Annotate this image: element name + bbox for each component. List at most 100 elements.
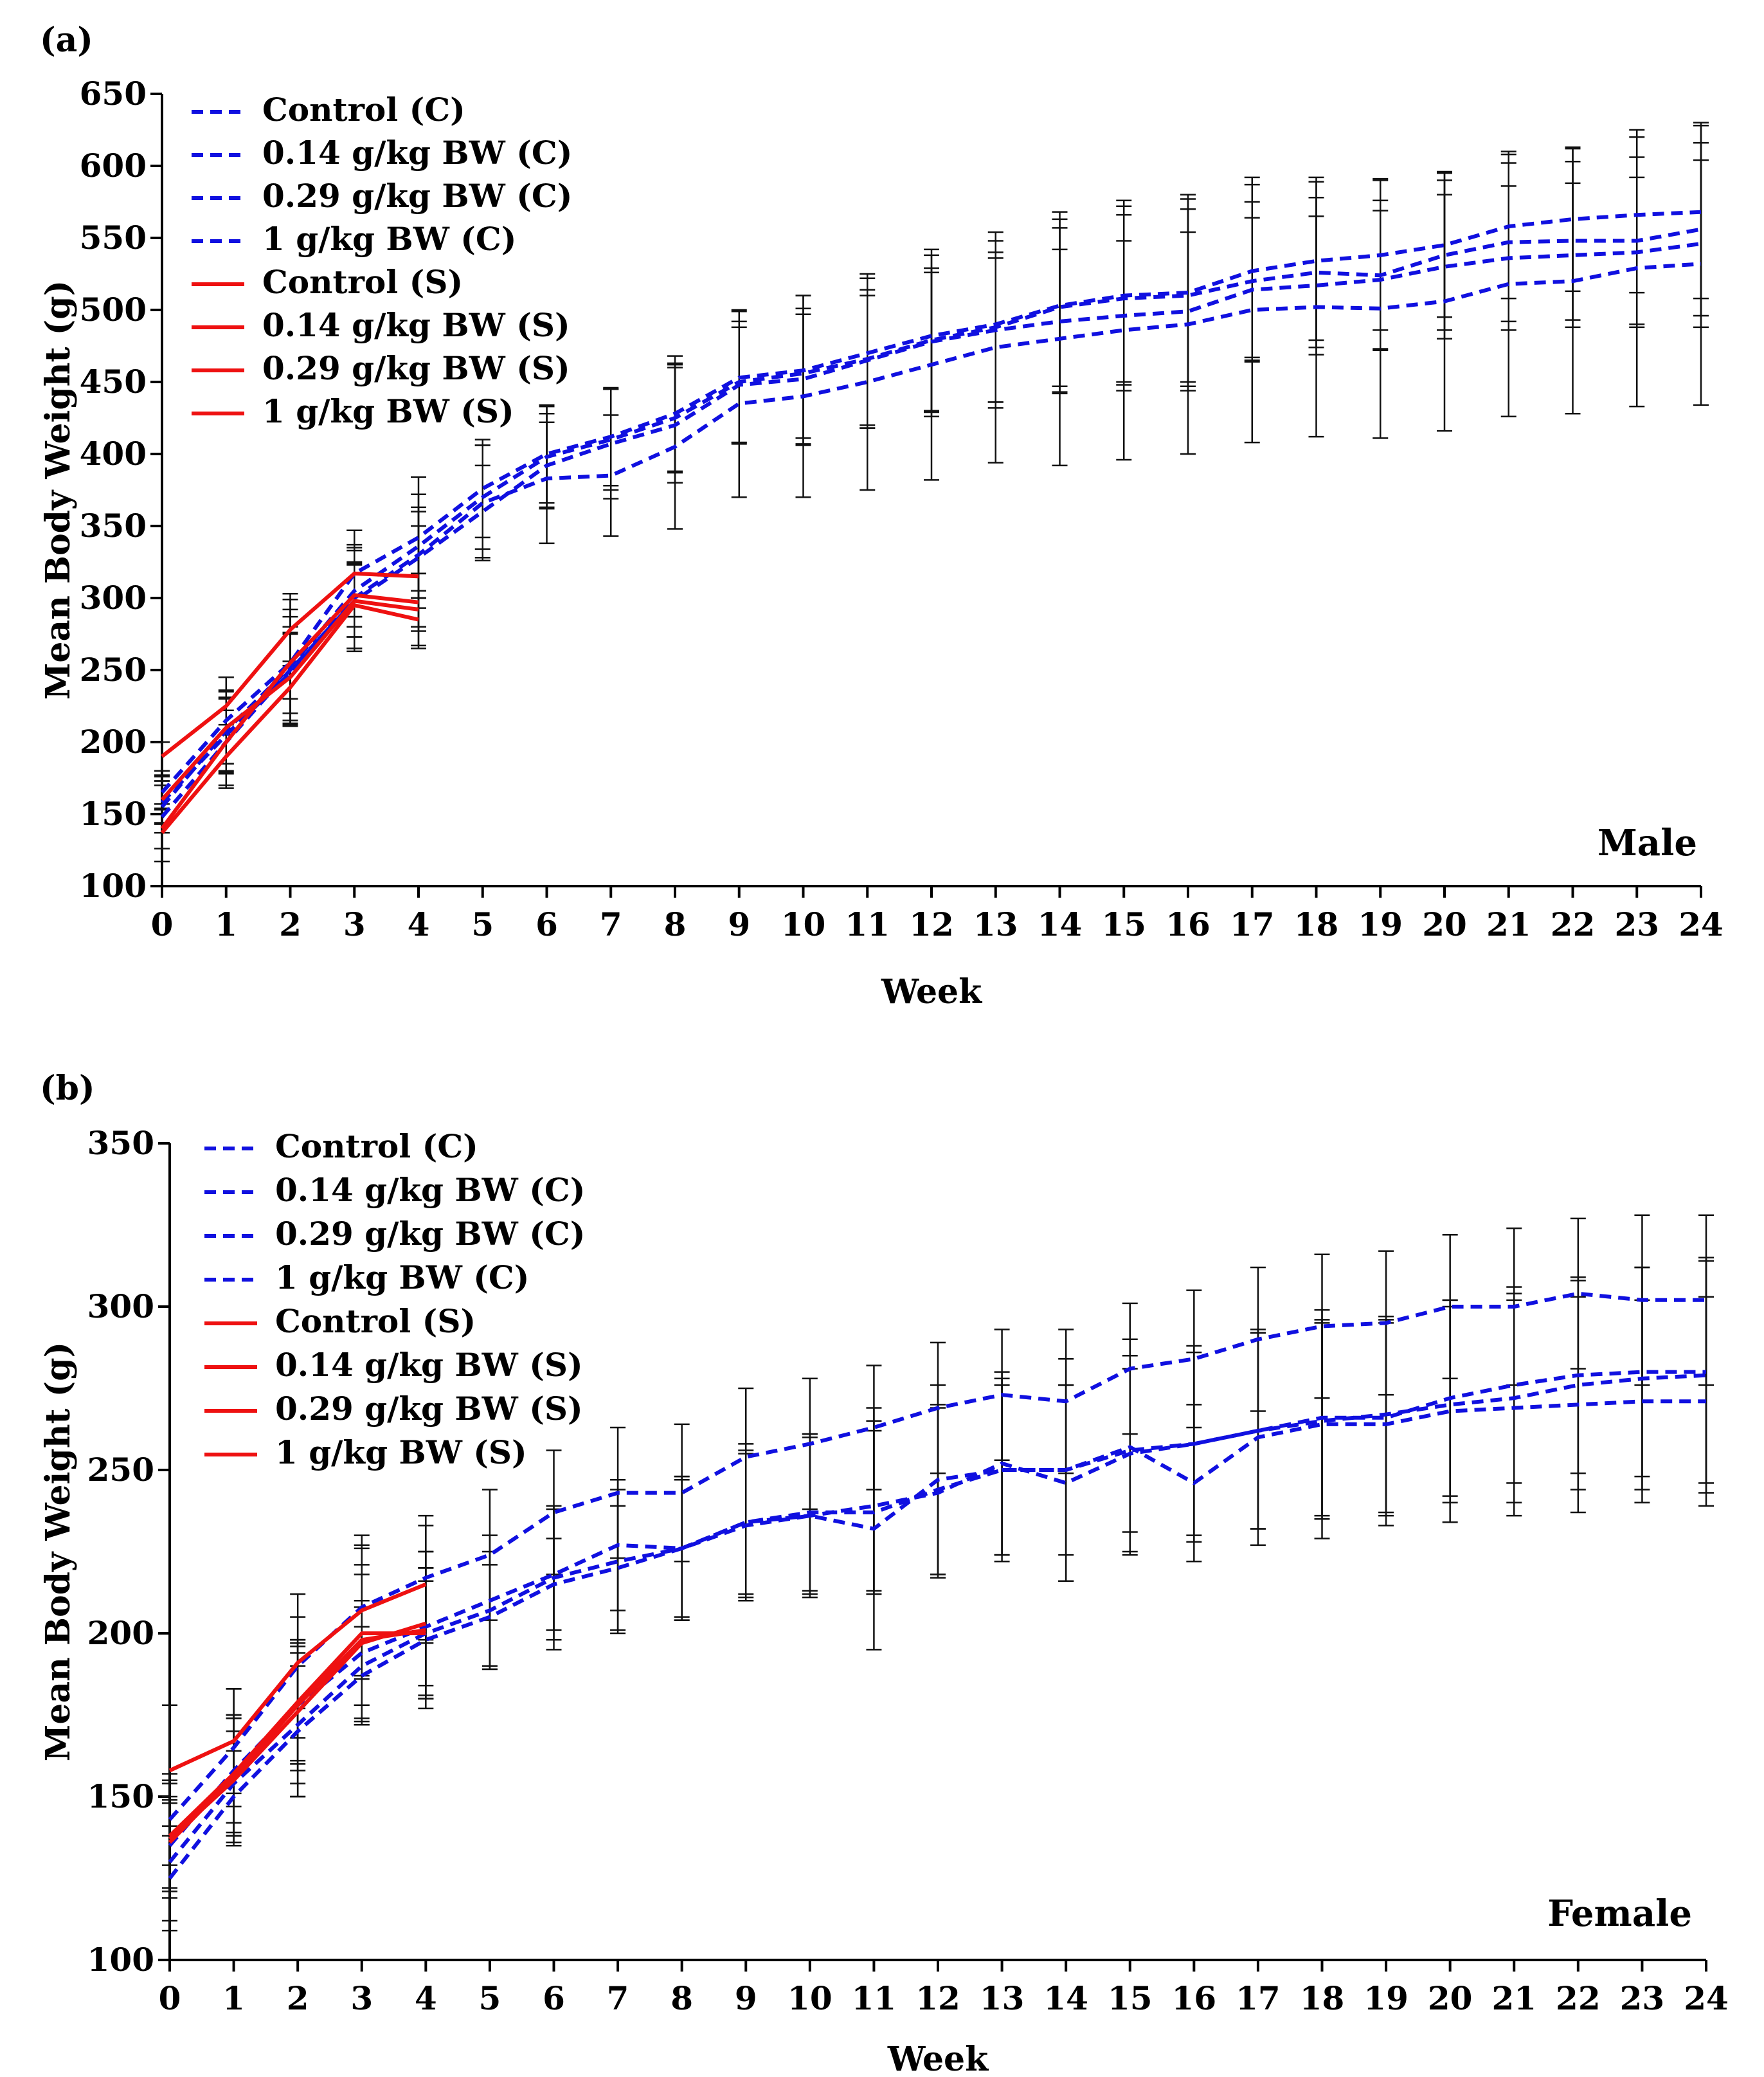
legend-label: 1 g/kg BW (S) (275, 1433, 527, 1471)
legend-label: 1 g/kg BW (C) (262, 220, 516, 258)
legend-label: Control (C) (262, 91, 465, 129)
y-tick-label: 150 (80, 795, 147, 833)
legend-label: Control (C) (275, 1127, 478, 1165)
legend: Control (C) 0.14 g/kg BW (C) 0.29 g/kg BW … (192, 91, 572, 430)
series-line-7 (168, 1628, 426, 1844)
y-tick-label: 150 (87, 1777, 154, 1815)
x-tick-label: 14 (1038, 905, 1083, 943)
x-tick-label: 12 (915, 1979, 960, 2017)
x-tick-label: 17 (1236, 1979, 1281, 2017)
x-tick-label: 13 (973, 905, 1018, 943)
legend-label: 0.14 g/kg BW (S) (262, 306, 570, 344)
y-tick-label: 600 (80, 147, 147, 185)
series-line-7 (160, 599, 419, 801)
x-tick-label: 8 (670, 1979, 693, 2017)
series-line-3 (168, 1370, 1706, 1847)
series-line-1 (168, 1399, 1706, 1880)
x-tick-label: 3 (343, 905, 366, 943)
x-tick-label: 4 (415, 1979, 437, 2017)
legend-label: Control (S) (275, 1302, 476, 1340)
x-tick-label: 5 (479, 1979, 501, 2017)
y-tick-label: 200 (80, 723, 147, 761)
x-tick-label: 16 (1166, 905, 1210, 943)
x-tick-label: 7 (600, 905, 622, 943)
legend-label: 0.29 g/kg BW (S) (262, 349, 570, 387)
legend-label: 0.29 g/kg BW (C) (275, 1215, 585, 1253)
series-line-4 (168, 1583, 427, 1773)
series-line-6 (160, 603, 419, 835)
x-tick-label: 1 (222, 1979, 245, 2017)
x-tick-label: 12 (909, 905, 954, 943)
x-tick-label: 10 (788, 1979, 833, 2017)
x-tick-label: 16 (1172, 1979, 1217, 2017)
series-line-2 (160, 242, 1702, 819)
y-tick-label: 100 (80, 867, 147, 905)
y-tick-label: 500 (80, 291, 147, 329)
x-tick-label: 10 (781, 905, 826, 943)
x-tick-label: 15 (1101, 905, 1146, 943)
y-tick-label: 550 (80, 219, 147, 257)
x-tick-label: 21 (1491, 1979, 1536, 2017)
series-line-1 (160, 262, 1702, 804)
x-tick-label: 17 (1230, 905, 1275, 943)
y-tick-label: 450 (80, 363, 147, 401)
legend-label: 0.14 g/kg BW (C) (262, 134, 572, 172)
x-tick-label: 5 (471, 905, 494, 943)
x-axis-title: Week (881, 972, 982, 1011)
x-tick-label: 22 (1556, 1979, 1601, 2017)
x-tick-label: 24 (1684, 1979, 1729, 2017)
y-tick-label: 350 (87, 1124, 154, 1162)
x-tick-label: 19 (1358, 905, 1403, 943)
y-tick-label: 300 (80, 579, 147, 617)
x-tick-label: 21 (1486, 905, 1531, 943)
y-tick-label: 250 (87, 1451, 154, 1489)
x-tick-label: 20 (1428, 1979, 1473, 2017)
x-tick-label: 13 (980, 1979, 1025, 2017)
x-tick-label: 9 (728, 905, 750, 943)
legend-label: 1 g/kg BW (S) (262, 392, 514, 430)
series-line-0 (160, 210, 1702, 794)
x-tick-label: 9 (735, 1979, 757, 2017)
x-tick-label: 11 (845, 905, 890, 943)
x-tick-label: 23 (1620, 1979, 1665, 2017)
y-tick-label: 400 (80, 435, 147, 473)
x-tick-label: 24 (1679, 905, 1724, 943)
y-tick-label: 100 (87, 1941, 154, 1979)
y-axis-title: Mean Body Weight (g) (39, 280, 78, 700)
x-tick-label: 18 (1294, 905, 1339, 943)
y-axis-title: Mean Body Weight (g) (39, 1342, 78, 1761)
x-tick-label: 0 (151, 905, 174, 943)
x-axis-title: Week (887, 2040, 989, 2077)
x-tick-label: 11 (852, 1979, 897, 2017)
y-tick-label: 200 (87, 1614, 154, 1652)
legend-label: 1 g/kg BW (C) (275, 1258, 529, 1296)
x-tick-label: 7 (607, 1979, 629, 2017)
sex-label: Male (1598, 822, 1697, 864)
y-tick-label: 350 (80, 507, 147, 545)
legend-label: 0.14 g/kg BW (S) (275, 1346, 583, 1384)
sex-label: Female (1547, 1892, 1692, 1935)
legend-label: 0.29 g/kg BW (S) (275, 1390, 583, 1428)
x-tick-label: 8 (664, 905, 687, 943)
series-line-5 (168, 1631, 426, 1838)
y-tick-label: 250 (80, 651, 147, 689)
series-line-5 (160, 593, 419, 830)
x-tick-label: 1 (215, 905, 237, 943)
x-tick-label: 6 (543, 1979, 565, 2017)
legend-label: 0.14 g/kg BW (C) (275, 1171, 585, 1209)
x-tick-label: 6 (536, 905, 558, 943)
series-line-4 (161, 571, 419, 758)
x-tick-label: 23 (1614, 905, 1659, 943)
x-tick-label: 20 (1422, 905, 1467, 943)
x-tick-label: 15 (1108, 1979, 1153, 2017)
x-tick-label: 19 (1364, 1979, 1408, 2017)
y-tick-label: 300 (87, 1287, 154, 1325)
x-tick-label: 3 (350, 1979, 373, 2017)
legend-label: Control (S) (262, 263, 463, 301)
panel-label: (a) (40, 21, 93, 60)
panel-male: (a) 100 150 200 250 300 350 400 450 500 550 600 6 5 0 0… (39, 21, 1724, 1011)
x-tick-label: 18 (1300, 1979, 1345, 2017)
x-tick-label: 0 (159, 1979, 181, 2017)
